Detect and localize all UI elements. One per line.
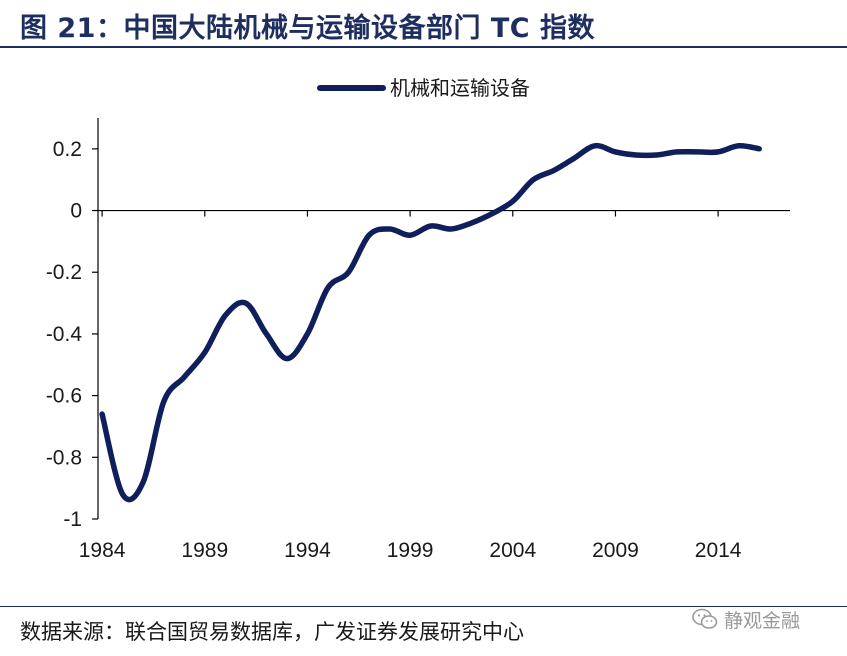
y-tick-label: 0	[70, 200, 82, 223]
header-divider	[0, 46, 847, 48]
watermark-label: 静观金融	[724, 609, 801, 632]
y-tick-label: -0.2	[46, 261, 82, 284]
series-layer	[99, 142, 762, 503]
y-tick-label: -0.4	[46, 323, 83, 346]
wechat-icon	[692, 608, 718, 629]
chart-title: 图 21：中国大陆机械与运输设备部门 TC 指数	[20, 13, 596, 44]
line-chart: 机械和运输设备 0.2 0 -0.2 -0.4 -0.6 -0.8 -1 1984 1989 19…	[46, 76, 790, 562]
footer-divider	[0, 606, 847, 607]
x-tick-label: 2004	[489, 539, 536, 562]
watermark: 静观金融	[692, 604, 800, 634]
x-tick-label: 2009	[592, 539, 639, 562]
axes: 0.2 0 -0.2 -0.4 -0.6 -0.8 -1 1984 1989 1994 1999 20…	[46, 118, 790, 562]
source-note: 数据来源：联合国贸易数据库，广发证券发展研究中心	[20, 620, 524, 644]
x-tick-label: 1989	[181, 539, 228, 562]
legend: 机械和运输设备	[317, 76, 530, 100]
legend-label: 机械和运输设备	[390, 76, 530, 100]
y-tick-label: 0.2	[53, 138, 82, 161]
x-tick-label: 1984	[79, 539, 126, 562]
series-line-0	[99, 142, 762, 503]
x-tick-label: 1999	[387, 539, 434, 562]
y-tick-label: -0.8	[46, 446, 82, 469]
x-tick-label: 2014	[695, 539, 742, 562]
y-tick-label: -0.6	[46, 385, 82, 408]
x-tick-label: 1994	[284, 539, 331, 562]
y-tick-label: -1	[63, 508, 82, 531]
